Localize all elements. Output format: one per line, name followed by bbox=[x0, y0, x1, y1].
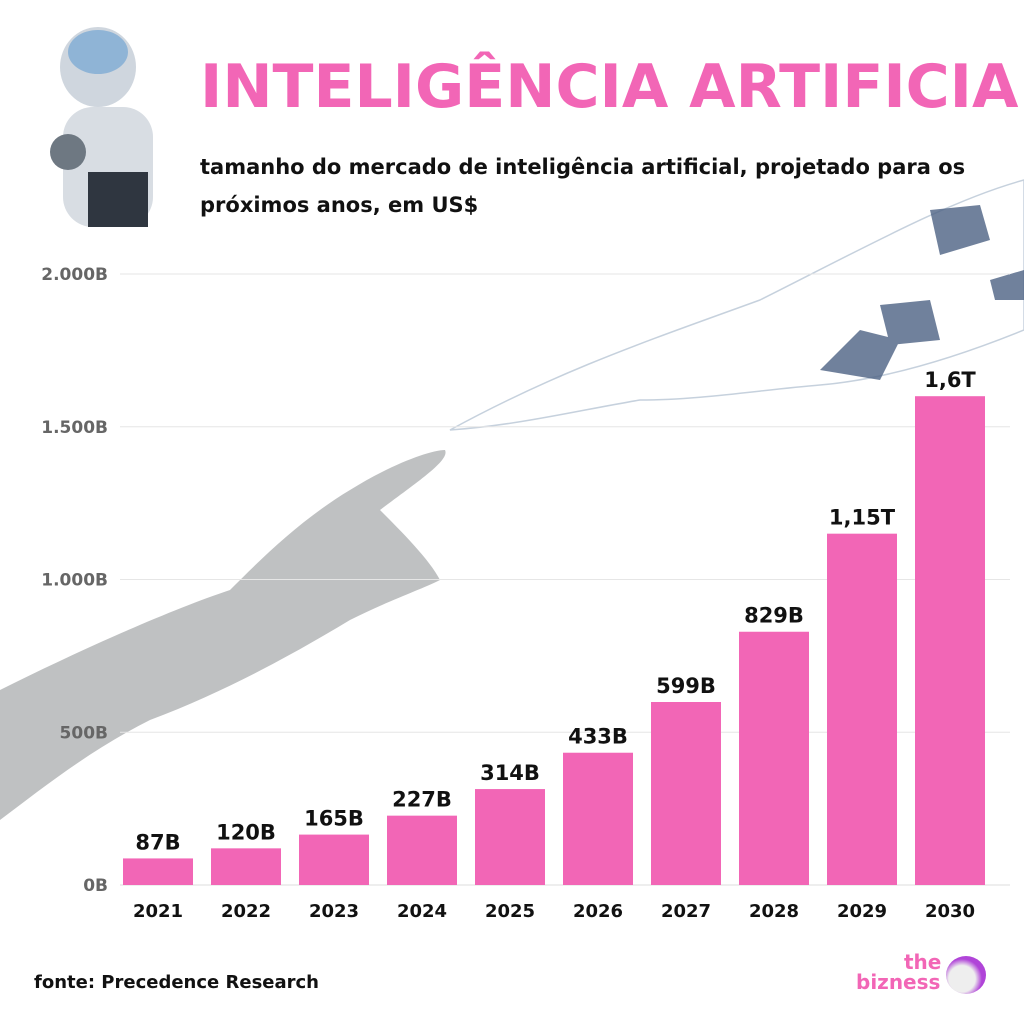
data-label: 314B bbox=[480, 761, 540, 785]
x-tick-label: 2025 bbox=[485, 901, 535, 922]
data-label: 1,15T bbox=[829, 506, 896, 530]
x-tick-label: 2028 bbox=[749, 901, 799, 922]
x-tick-label: 2023 bbox=[309, 901, 359, 922]
bar-2024 bbox=[387, 815, 457, 885]
bar-2030 bbox=[915, 396, 985, 885]
x-tick-label: 2022 bbox=[221, 901, 271, 922]
data-label: 599B bbox=[656, 674, 716, 698]
logo-bizness: bizness bbox=[856, 970, 941, 994]
bar-2028 bbox=[739, 631, 809, 885]
y-tick-label: 500B bbox=[60, 723, 108, 743]
source-note: fonte: Precedence Research bbox=[34, 972, 319, 993]
x-tick-label: 2029 bbox=[837, 901, 887, 922]
robot-image bbox=[28, 22, 178, 227]
y-tick-label: 2.000B bbox=[41, 265, 108, 285]
brand-logo: the bizness bbox=[856, 950, 996, 1000]
x-tick-label: 2021 bbox=[133, 901, 183, 922]
y-tick-label: 0B bbox=[83, 876, 108, 896]
x-tick-label: 2024 bbox=[397, 901, 447, 922]
digital-hand-image bbox=[449, 179, 1024, 431]
bar-2025 bbox=[475, 789, 545, 885]
x-tick-label: 2027 bbox=[661, 901, 711, 922]
data-label: 165B bbox=[304, 807, 364, 831]
human-hand-image bbox=[0, 450, 446, 820]
data-label: 1,6T bbox=[924, 368, 976, 392]
y-tick-label: 1.000B bbox=[41, 571, 108, 591]
y-tick-label: 1.500B bbox=[41, 418, 108, 438]
bar-2023 bbox=[299, 834, 369, 885]
data-label: 433B bbox=[568, 725, 628, 749]
bar-2021 bbox=[123, 858, 193, 885]
x-tick-label: 2030 bbox=[925, 901, 975, 922]
bar-2022 bbox=[211, 848, 281, 885]
data-label: 829B bbox=[744, 604, 804, 628]
decoration bbox=[0, 179, 1024, 820]
bar-2027 bbox=[651, 702, 721, 885]
data-label: 227B bbox=[392, 788, 452, 812]
bar-2026 bbox=[563, 752, 633, 885]
bar-2029 bbox=[827, 533, 897, 885]
chart-subtitle: tamanho do mercado de inteligência artif… bbox=[200, 155, 966, 217]
page-title: INTELIGÊNCIA ARTIFICIAL bbox=[200, 52, 1024, 122]
data-label: 87B bbox=[135, 830, 180, 854]
logo-the: the bbox=[904, 950, 942, 974]
data-label: 120B bbox=[216, 820, 276, 844]
unicorn-logo-icon bbox=[946, 956, 986, 994]
x-tick-label: 2026 bbox=[573, 901, 623, 922]
